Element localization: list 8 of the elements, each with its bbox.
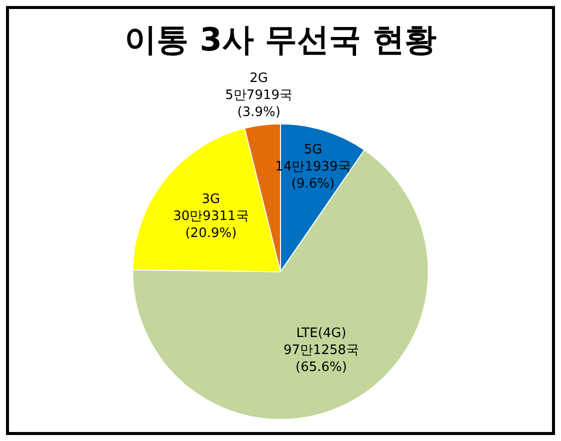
slice-label: 5G xyxy=(304,142,322,158)
data-label: 5만7919국 (3.9%) xyxy=(225,88,293,120)
chart-title: 이통 3사 무선국 현황 xyxy=(124,20,436,59)
data-label: 30만9311국 (20.9%) xyxy=(173,209,249,242)
data-label: 97만1258국 (65.6%) xyxy=(283,342,360,375)
slice-label: 2G xyxy=(250,71,268,86)
slice-label: 3G xyxy=(202,192,220,208)
slice-label: LTE(4G) xyxy=(296,326,346,341)
